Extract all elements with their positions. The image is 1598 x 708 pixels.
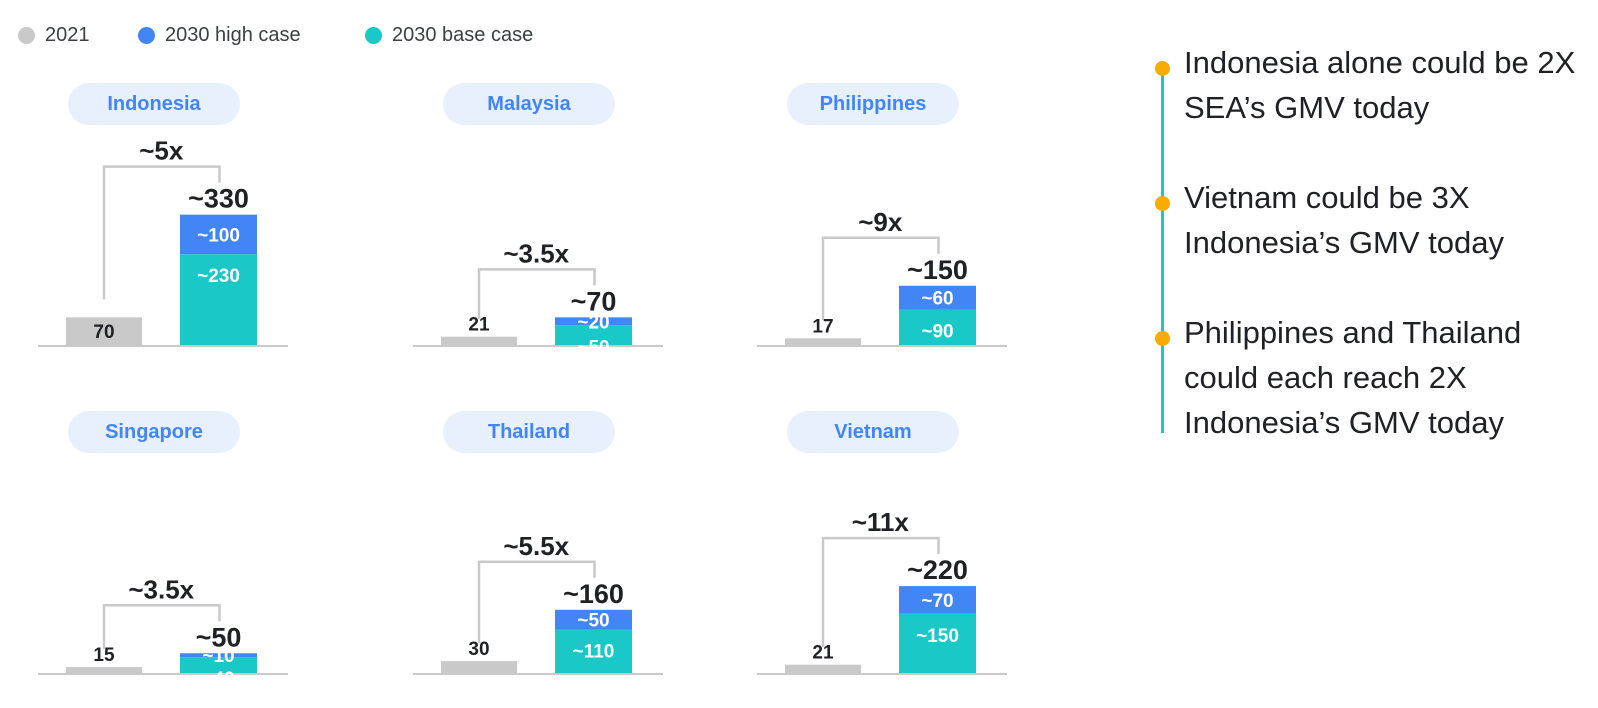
legend-label-2021: 2021	[45, 24, 90, 46]
total-value-label: ~220	[907, 555, 968, 585]
high-case-value-label: ~10	[202, 646, 234, 667]
bar-2021	[441, 661, 517, 673]
legend-label-2030-high: 2030 high case	[165, 24, 301, 46]
value-2021-label: 21	[812, 643, 834, 664]
bullet-dot-icon	[1155, 61, 1170, 76]
value-2021-label: 15	[93, 645, 115, 666]
bar-2030-high	[555, 317, 632, 326]
chart-panel-singapore: Singapore ~3.5x ~50 ~10 ~40 15	[38, 408, 338, 708]
value-2021-label: 17	[812, 316, 833, 337]
legend-label-2030-base: 2030 base case	[392, 24, 534, 46]
country-label: Thailand	[443, 411, 615, 453]
legend-dot-2021	[18, 27, 35, 44]
chart-panel-philippines: Philippines ~9x ~150 ~60 ~90 17	[757, 80, 1057, 380]
bar-chart: ~5.5x ~160~50 ~110 30	[413, 531, 663, 675]
high-case-value-label: ~100	[197, 225, 240, 246]
bar-2030-high	[180, 653, 257, 658]
growth-bracket	[821, 236, 940, 321]
total-value-label: ~160	[563, 579, 624, 609]
high-case-value-label: ~70	[921, 591, 953, 612]
bar-2021	[441, 336, 517, 345]
bar-chart: ~11x ~220 ~70 ~150 21	[757, 507, 1007, 675]
bar-chart: ~3.5x~70~20 ~50 21	[413, 238, 663, 358]
growth-multiplier-label: ~5x	[139, 136, 184, 166]
bar-chart: ~9x~150 ~60 ~90 17	[757, 207, 1007, 347]
value-2021-label: 70	[93, 322, 114, 343]
value-2021-label: 21	[468, 315, 490, 336]
base-case-value-label: ~40	[202, 669, 234, 690]
takeaway-text: Philippines and Thailand could each reac…	[1184, 315, 1522, 440]
country-label: Indonesia	[68, 83, 240, 125]
bar-2030-base	[899, 309, 976, 345]
growth-bracket	[821, 536, 940, 647]
base-case-value-label: ~90	[921, 321, 953, 342]
chart-panel-indonesia: Indonesia ~5x ~330 ~100 ~230 70	[38, 80, 338, 380]
country-label: Malaysia	[443, 83, 615, 125]
high-case-value-label: ~20	[577, 312, 609, 333]
key-takeaways: Indonesia alone could be 2X SEA’s GMV to…	[1150, 40, 1590, 460]
bar-2021	[66, 317, 142, 345]
bar-2021	[785, 338, 861, 345]
bar-chart: ~5x~330 ~100 ~230 70	[38, 136, 288, 347]
total-value-label: ~150	[907, 255, 968, 285]
growth-bracket	[477, 560, 596, 644]
bar-2030-base	[899, 613, 976, 673]
country-label: Singapore	[68, 411, 240, 453]
chart-panel-malaysia: Malaysia ~3.5x ~70 ~20 ~50 21	[413, 80, 713, 380]
total-value-label: ~70	[571, 286, 617, 316]
legend-item-2021: 2021	[18, 24, 90, 47]
bar-2021	[785, 664, 861, 673]
growth-bracket	[102, 165, 221, 300]
base-case-value-label: ~110	[573, 642, 615, 663]
bar-2030-base	[180, 254, 257, 345]
bullet-dot-icon	[1155, 331, 1170, 346]
base-case-value-label: ~150	[916, 626, 959, 647]
bar-2030-high	[555, 609, 632, 630]
base-case-value-label: ~50	[577, 337, 609, 358]
country-label: Philippines	[787, 83, 959, 125]
chart-panel-vietnam: Vietnam ~11x ~220 ~70 ~150 21	[757, 408, 1057, 708]
bar-2030-base	[180, 657, 257, 673]
value-2021-label: 30	[468, 639, 489, 660]
chart-panel-thailand: Thailand ~5.5x ~160 ~50 ~110 30	[413, 408, 713, 708]
high-case-value-label: ~50	[577, 611, 609, 632]
growth-multiplier-label: ~3.5x	[128, 574, 194, 604]
base-case-value-label: ~230	[197, 266, 240, 287]
takeaway-text: Vietnam could be 3X Indonesia’s GMV toda…	[1184, 180, 1504, 260]
growth-multiplier-label: ~5.5x	[503, 531, 569, 561]
total-value-label: ~50	[196, 622, 242, 652]
legend-item-2030-high: 2030 high case	[138, 24, 301, 47]
timeline-line	[1161, 68, 1164, 433]
growth-bracket	[477, 268, 596, 319]
bar-2030-base	[555, 325, 632, 345]
bar-2030-base	[555, 629, 632, 673]
total-value-label: ~330	[188, 184, 249, 214]
takeaway-text: Indonesia alone could be 2X SEA’s GMV to…	[1184, 45, 1576, 125]
bar-2030-high	[180, 214, 257, 255]
growth-multiplier-label: ~3.5x	[503, 238, 569, 268]
bar-2030-high	[899, 285, 976, 310]
high-case-value-label: ~60	[921, 289, 953, 310]
country-label: Vietnam	[787, 411, 959, 453]
bar-2021	[66, 667, 142, 673]
growth-multiplier-label: ~11x	[852, 507, 910, 537]
growth-bracket	[102, 604, 221, 650]
legend-dot-2030-high	[138, 27, 155, 44]
bar-chart: ~3.5x~50~10~40 15	[38, 574, 288, 690]
legend-dot-2030-base	[365, 27, 382, 44]
bar-2030-high	[899, 586, 976, 614]
bullet-dot-icon	[1155, 196, 1170, 211]
legend-item-2030-base: 2030 base case	[365, 24, 533, 47]
growth-multiplier-label: ~9x	[858, 207, 903, 237]
